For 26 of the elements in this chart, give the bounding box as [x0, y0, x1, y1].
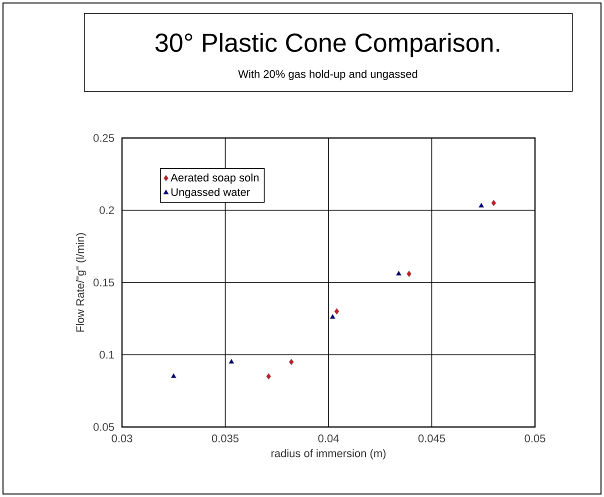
point [396, 270, 402, 276]
point [330, 314, 336, 319]
point [334, 308, 340, 315]
point [491, 200, 496, 206]
point [478, 202, 484, 208]
chart-title: 30° Plastic Cone Comparison. [155, 32, 500, 58]
point [406, 270, 412, 277]
y-tick-label: 0.05 [93, 423, 114, 431]
y-tick-label: 0.2 [100, 206, 114, 214]
legend-label: Ungassed water [171, 188, 250, 198]
y-axis-title: Flow Rate/"g" (l/min) [76, 233, 86, 332]
point [228, 358, 234, 364]
chart-subtitle: With 20% gas hold-up and ungassed [238, 70, 418, 80]
x-tick-label: 0.04 [318, 434, 339, 442]
legend-label: Aerated soap soln [170, 173, 259, 184]
point [266, 373, 272, 380]
y-tick-label: 0.15 [93, 278, 114, 286]
y-tick-label: 0.1 [100, 350, 114, 359]
x-tick-label: 0.035 [212, 434, 239, 442]
x-tick-label: 0.03 [112, 434, 132, 442]
y-tick-label: 0.25 [93, 134, 114, 142]
x-tick-label: 0.045 [418, 434, 446, 442]
point [288, 358, 294, 366]
x-axis-title: radius of immersion (m) [271, 449, 386, 460]
point [170, 373, 176, 378]
x-tick-label: 0.05 [524, 434, 546, 442]
